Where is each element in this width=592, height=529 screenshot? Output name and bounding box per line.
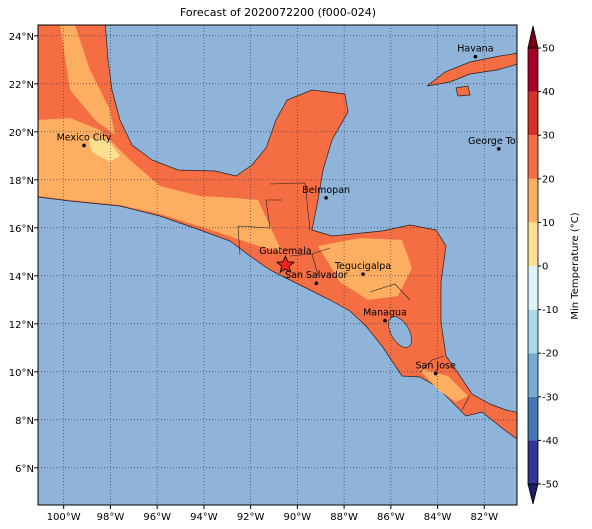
y-tick-label: 14°N <box>9 272 34 283</box>
city-dot <box>324 196 328 200</box>
city-label: Tegucigalpa <box>334 261 391 272</box>
city-label: San Salvador <box>285 270 348 281</box>
y-tick-label: 22°N <box>9 80 34 91</box>
colorbar-band <box>528 266 538 310</box>
colorbar-band <box>528 178 538 223</box>
warm-zone <box>418 368 468 402</box>
x-tick-label: 82°W <box>470 512 498 523</box>
axes: 100°W 98°W 96°W 94°W 92°W 90°W 88°W 86°W 84°W 82°… <box>9 32 498 523</box>
city-star <box>275 254 296 274</box>
x-tick-label: 86°W <box>377 512 405 523</box>
colorbar-tick-label: 20 <box>542 174 555 185</box>
y-tick-label: 16°N <box>9 224 34 235</box>
map-area: Mexico City Belmopan Guatemala San Salvador… <box>38 25 529 505</box>
city-dot <box>82 143 86 148</box>
y-tick-label: 20°N <box>9 128 34 139</box>
city-label: Mexico City <box>57 132 112 143</box>
colorbar-tick-label: 10 <box>542 218 555 229</box>
city-label: Managua <box>363 308 407 319</box>
cuba <box>426 52 517 87</box>
colorbar-tick-label: 0 <box>542 262 548 273</box>
city-label: Havana <box>457 44 493 55</box>
x-tick-label: 84°W <box>424 512 452 523</box>
y-tick-label: 6°N <box>15 464 34 475</box>
island <box>455 85 471 97</box>
x-tick-label: 96°W <box>143 512 171 523</box>
y-tick-label: 18°N <box>9 176 34 187</box>
city-dot <box>314 281 319 286</box>
city-dot <box>383 318 387 323</box>
colorbar-band <box>528 440 538 484</box>
colorbar-band <box>528 135 538 179</box>
colorbar-band <box>528 91 538 136</box>
colorbar-tick-label: -10 <box>542 305 558 316</box>
colorbar-tick-label: 40 <box>542 87 555 98</box>
y-tick-label: 10°N <box>9 368 34 379</box>
map-title: Forecast of 2020072200 (f000-024) <box>180 6 376 19</box>
city-label: San Jose <box>416 360 456 371</box>
city-dot <box>473 54 478 59</box>
colorbar-band <box>528 353 538 397</box>
colorbar-tick-label: -50 <box>542 480 558 491</box>
graticule <box>38 25 517 505</box>
colorbar-tick-label: -30 <box>542 392 558 403</box>
country-border <box>237 182 471 411</box>
warm-zone <box>60 25 115 135</box>
x-tick-label: 98°W <box>97 512 125 523</box>
city-dot <box>496 147 501 151</box>
cities: Mexico City Belmopan Guatemala San Salvador… <box>57 44 529 376</box>
warm-zone <box>318 238 412 300</box>
y-tick-label: 8°N <box>15 416 34 427</box>
colorbar-label: Min Temperature (°C) <box>570 212 581 319</box>
colorbar-over <box>527 25 539 49</box>
colorbar-under <box>527 483 539 505</box>
city-dot <box>361 272 365 276</box>
y-tick-label: 24°N <box>9 32 34 43</box>
map-frame <box>37 24 518 506</box>
city-dot <box>433 371 438 376</box>
y-tick-label: 12°N <box>9 320 34 331</box>
colorbar: -50 -40 -30 -20 -10 0 10 20 30 40 50 <box>527 25 558 505</box>
colorbar-band <box>528 309 538 354</box>
x-tick-label: 100°W <box>47 512 81 523</box>
city-label: George Town <box>468 136 529 147</box>
colorbar-band <box>528 396 538 441</box>
colorbar-tick-label: 30 <box>542 131 555 142</box>
city-label: Belmopan <box>302 185 350 196</box>
lake-nicaragua <box>388 316 412 348</box>
colorbar-tick-label: -40 <box>542 436 558 447</box>
colorbar-band <box>528 222 538 266</box>
colorbar-tick-label: 50 <box>542 44 555 55</box>
x-tick-label: 88°W <box>330 512 358 523</box>
x-tick-label: 92°W <box>237 512 265 523</box>
colorbar-tick-label: -20 <box>542 349 558 360</box>
colorbar-band <box>528 48 538 92</box>
city-label: Guatemala <box>259 246 311 257</box>
x-tick-label: 90°W <box>284 512 312 523</box>
hot-zone <box>88 138 120 162</box>
x-tick-label: 94°W <box>190 512 218 523</box>
